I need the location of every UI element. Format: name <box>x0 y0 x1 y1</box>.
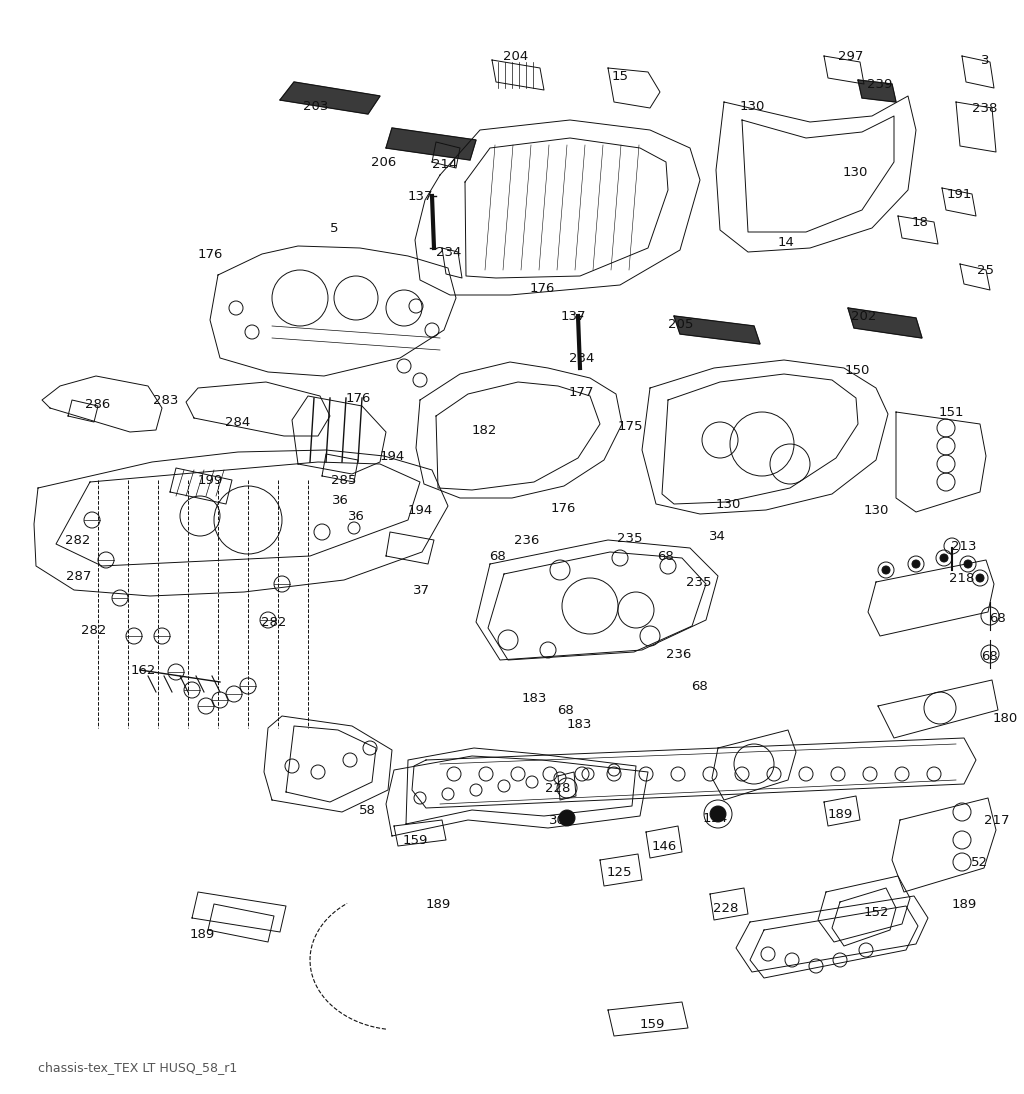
Text: 180: 180 <box>992 711 1018 724</box>
Circle shape <box>882 566 890 574</box>
Text: 36: 36 <box>347 510 365 523</box>
Text: 68: 68 <box>558 703 574 717</box>
Text: 306: 306 <box>549 814 574 826</box>
Text: 213: 213 <box>951 539 977 552</box>
Text: 236: 236 <box>514 534 540 547</box>
Text: 286: 286 <box>85 398 111 411</box>
Text: 175: 175 <box>617 419 643 432</box>
Text: 297: 297 <box>839 49 863 62</box>
Text: 235: 235 <box>686 575 712 589</box>
Text: 182: 182 <box>471 423 497 437</box>
Text: 130: 130 <box>863 503 889 516</box>
Text: 130: 130 <box>843 165 867 178</box>
Text: 150: 150 <box>845 363 869 376</box>
Polygon shape <box>386 128 476 160</box>
Polygon shape <box>848 309 922 338</box>
Text: 284: 284 <box>225 416 251 429</box>
Text: 68: 68 <box>988 612 1006 625</box>
Text: 183: 183 <box>521 691 547 705</box>
Text: 282: 282 <box>81 624 106 637</box>
Text: 137: 137 <box>560 310 586 323</box>
Text: 282: 282 <box>261 616 287 628</box>
Circle shape <box>710 806 726 822</box>
Text: 194: 194 <box>408 503 432 516</box>
Text: 159: 159 <box>639 1017 665 1031</box>
Text: 25: 25 <box>978 264 994 277</box>
Text: 176: 176 <box>529 281 555 294</box>
Text: 199: 199 <box>198 474 222 487</box>
Text: 234: 234 <box>569 351 595 364</box>
Circle shape <box>559 810 575 826</box>
Text: 14: 14 <box>777 235 795 248</box>
Text: 191: 191 <box>946 187 972 200</box>
Text: 130: 130 <box>739 101 765 114</box>
Text: 152: 152 <box>863 906 889 919</box>
Text: 68: 68 <box>656 549 674 562</box>
Polygon shape <box>280 82 380 114</box>
Text: 189: 189 <box>827 807 853 820</box>
Text: 146: 146 <box>651 839 677 852</box>
Text: 203: 203 <box>303 100 329 113</box>
Text: 285: 285 <box>332 474 356 487</box>
Text: 239: 239 <box>867 79 893 92</box>
Text: 130: 130 <box>716 499 740 512</box>
Text: 176: 176 <box>198 247 222 260</box>
Text: 287: 287 <box>67 570 92 582</box>
Text: 228: 228 <box>546 781 570 794</box>
Text: 162: 162 <box>130 663 156 676</box>
Text: chassis-tex_TEX LT HUSQ_58_r1: chassis-tex_TEX LT HUSQ_58_r1 <box>38 1061 238 1074</box>
Text: 68: 68 <box>981 650 997 663</box>
Text: 218: 218 <box>949 571 975 584</box>
Text: 3: 3 <box>981 54 989 67</box>
Circle shape <box>964 560 972 568</box>
Text: 235: 235 <box>617 532 643 545</box>
Text: 206: 206 <box>372 156 396 170</box>
Polygon shape <box>674 316 760 344</box>
Text: 125: 125 <box>606 865 632 878</box>
Text: 68: 68 <box>691 679 709 693</box>
Text: 58: 58 <box>358 803 376 816</box>
Circle shape <box>912 560 920 568</box>
Text: 217: 217 <box>984 814 1010 826</box>
Text: 189: 189 <box>951 897 977 910</box>
Text: 37: 37 <box>413 583 429 596</box>
Text: 282: 282 <box>66 534 91 547</box>
Text: 183: 183 <box>566 718 592 731</box>
Text: 5: 5 <box>330 221 338 234</box>
Polygon shape <box>858 80 896 102</box>
Text: 18: 18 <box>911 216 929 229</box>
Text: 236: 236 <box>667 648 691 661</box>
Text: 194: 194 <box>702 812 728 825</box>
Text: 228: 228 <box>714 901 738 915</box>
Circle shape <box>976 574 984 582</box>
Text: 68: 68 <box>488 549 506 562</box>
Text: 283: 283 <box>154 394 178 407</box>
Text: 151: 151 <box>938 406 964 419</box>
Text: 159: 159 <box>402 834 428 847</box>
Circle shape <box>940 554 948 562</box>
Text: 177: 177 <box>568 385 594 398</box>
Text: 189: 189 <box>189 929 215 942</box>
Text: 176: 176 <box>345 392 371 405</box>
Text: 194: 194 <box>379 450 404 463</box>
Text: 238: 238 <box>973 102 997 115</box>
Text: 202: 202 <box>851 310 877 323</box>
Text: 34: 34 <box>709 529 725 543</box>
Text: 176: 176 <box>550 501 575 514</box>
Text: 137: 137 <box>408 189 433 202</box>
Text: 36: 36 <box>332 493 348 507</box>
Text: 234: 234 <box>436 245 462 258</box>
Text: 204: 204 <box>504 49 528 62</box>
Text: 214: 214 <box>432 159 458 172</box>
Text: 189: 189 <box>425 898 451 911</box>
Text: 205: 205 <box>669 317 693 330</box>
Text: 52: 52 <box>971 856 987 869</box>
Text: 15: 15 <box>611 70 629 82</box>
